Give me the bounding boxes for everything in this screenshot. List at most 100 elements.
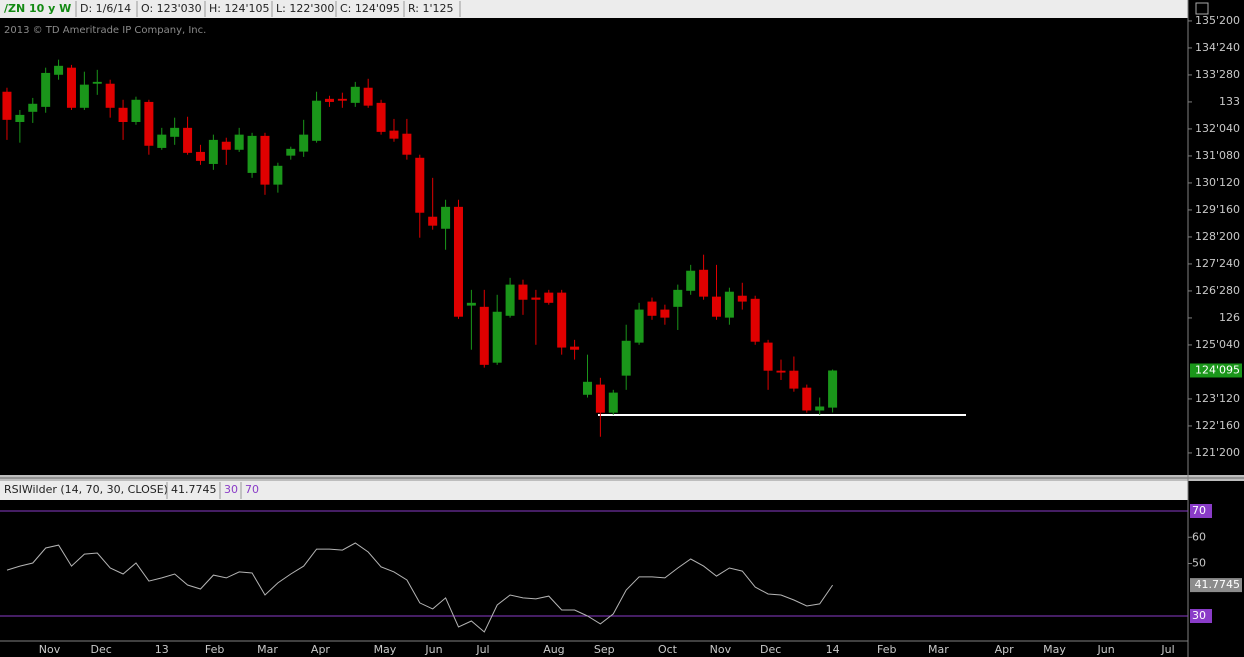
rsi-header-level: 70 — [245, 483, 259, 496]
candle-body — [686, 270, 696, 291]
x-tick-label: Jun — [1096, 643, 1114, 656]
candle-body — [505, 284, 515, 316]
y-tick-label: 130'120 — [1195, 176, 1240, 189]
x-tick-label: Apr — [311, 643, 331, 656]
candle-body — [608, 392, 618, 413]
x-tick-label: Aug — [543, 643, 564, 656]
candle-body — [634, 309, 644, 343]
candle-body — [66, 67, 76, 108]
candle-body — [195, 151, 205, 161]
x-tick-label: Mar — [928, 643, 949, 656]
candle-body — [234, 134, 244, 150]
header-item: /ZN 10 y W — [4, 2, 71, 15]
candle-body — [144, 101, 154, 146]
y-tick-box — [1190, 609, 1212, 624]
x-tick-label: Jul — [475, 643, 489, 656]
candle-body — [750, 298, 760, 342]
candle-body — [828, 370, 838, 408]
x-tick-label: Sep — [594, 643, 615, 656]
rsi-last-box — [1190, 578, 1242, 593]
y-tick-label: 60 — [1192, 530, 1206, 543]
y-tick-label: 127'240 — [1195, 257, 1240, 270]
header-item: L: 122'300 — [276, 2, 334, 15]
header-bar — [0, 0, 1188, 18]
candle-body — [415, 157, 425, 213]
candle-body — [518, 284, 528, 300]
candle-body — [737, 295, 747, 302]
candle-body — [544, 292, 554, 303]
header: /ZN 10 y W D: 1/6/14 O: 123'030 H: 124'105 L… — [4, 1, 461, 17]
x-tick-label: Nov — [39, 643, 61, 656]
rsi-header-value: 41.7745 — [171, 483, 217, 496]
candle-body — [118, 107, 128, 122]
candle-body — [466, 302, 476, 306]
rsi-header-bar — [0, 481, 1188, 500]
candle-body — [273, 165, 283, 185]
rsi-last-label: 41.7745 — [1195, 578, 1241, 591]
y-tick-label: 129'160 — [1195, 203, 1240, 216]
y-tick-label: 135'200 — [1195, 14, 1240, 27]
candle-body — [492, 311, 502, 363]
candle-body — [105, 83, 115, 108]
candle-body — [170, 127, 180, 137]
rsi-title: RSIWilder (14, 70, 30, CLOSE) — [4, 483, 168, 496]
candle-body — [557, 292, 567, 348]
header-item: C: 124'095 — [340, 2, 400, 15]
y-tick-label: 122'160 — [1195, 419, 1240, 432]
x-tick-label: May — [1043, 643, 1066, 656]
candle-body — [673, 289, 683, 307]
candle-body — [79, 84, 89, 108]
candle-body — [286, 148, 296, 156]
panel-icon — [1195, 2, 1209, 15]
candle-body — [376, 102, 386, 132]
y-tick-label: 132'040 — [1195, 122, 1240, 135]
x-tick-label: Nov — [710, 643, 732, 656]
candle-body — [247, 135, 257, 173]
last-price-label: 124'095 — [1195, 363, 1240, 376]
candle-body — [41, 72, 51, 107]
y-tick-label: 131'080 — [1195, 149, 1240, 162]
candle-body — [660, 309, 670, 318]
last-price-box — [1190, 363, 1242, 378]
candle-body — [776, 370, 786, 373]
candle-body — [299, 134, 309, 152]
y-tick-label: 50 — [1192, 557, 1206, 570]
candle-body — [350, 86, 360, 103]
y-tick-label: 123'120 — [1195, 392, 1240, 405]
candle-body — [763, 342, 773, 371]
x-tick-label: Jun — [424, 643, 442, 656]
candle-body — [15, 114, 25, 122]
candle-body — [337, 98, 347, 101]
candle-body — [815, 406, 825, 411]
candle-body — [92, 81, 102, 84]
x-tick-label: 13 — [155, 643, 169, 656]
candle-body — [621, 340, 631, 376]
candle-body — [582, 381, 592, 395]
y-tick-label: 128'200 — [1195, 230, 1240, 243]
copyright: 2013 © TD Ameritrade IP Company, Inc. — [4, 25, 206, 36]
x-tick-label: Mar — [257, 643, 278, 656]
candle-body — [789, 370, 799, 389]
candle-body — [2, 91, 12, 120]
y-tick-label: 125'040 — [1195, 338, 1240, 351]
y-tick-label: 30 — [1192, 609, 1206, 622]
x-tick-label: May — [374, 643, 397, 656]
y-tick-label: 70 — [1192, 504, 1206, 517]
x-tick-label: Dec — [90, 643, 111, 656]
candle-body — [479, 306, 489, 365]
y-tick-label: 133 — [1219, 95, 1240, 108]
header-item: O: 123'030 — [141, 2, 202, 15]
y-tick-label: 121'200 — [1195, 446, 1240, 459]
candle-body — [208, 139, 218, 164]
candle-body — [711, 296, 721, 317]
candle-body — [221, 141, 231, 150]
y-tick-label: 126'280 — [1195, 284, 1240, 297]
candle-body — [183, 127, 193, 153]
x-tick-label: Feb — [877, 643, 896, 656]
candle-body — [724, 291, 734, 318]
candle-body — [363, 87, 373, 106]
x-tick-label: Jul — [1160, 643, 1174, 656]
candle-body — [647, 301, 657, 316]
